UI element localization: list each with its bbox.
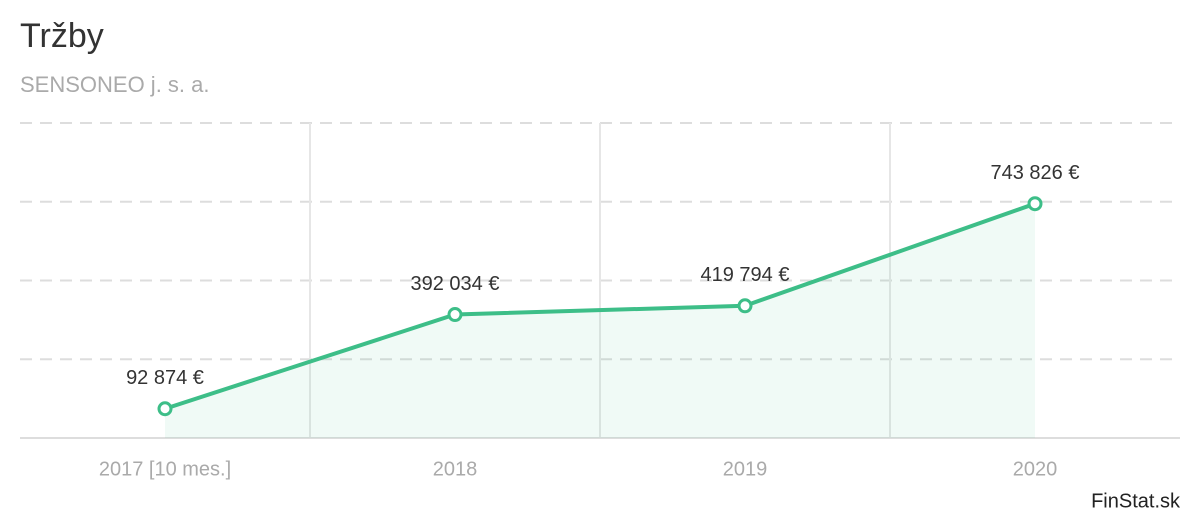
x-tick-label: 2017 [10 mes.] [99,458,231,480]
area [165,203,1035,438]
chart-title: Tržby [20,17,104,55]
point [447,307,463,323]
line [164,201,1036,411]
credit: FinStat.sk [1091,490,1181,512]
x-tick-label: 2018 [433,458,478,480]
data-label: 743 826 € [991,162,1080,184]
data-label: 419 794 € [701,264,790,286]
data-label: 92 874 € [126,367,204,389]
x-tick-label: 2020 [1013,458,1058,480]
point [157,401,173,417]
chart-subtitle: SENSONEO j. s. a. [20,72,210,97]
x-tick-label: 2019 [723,458,768,480]
point [737,298,753,314]
point [1027,196,1043,212]
data-label: 392 034 € [411,273,500,295]
